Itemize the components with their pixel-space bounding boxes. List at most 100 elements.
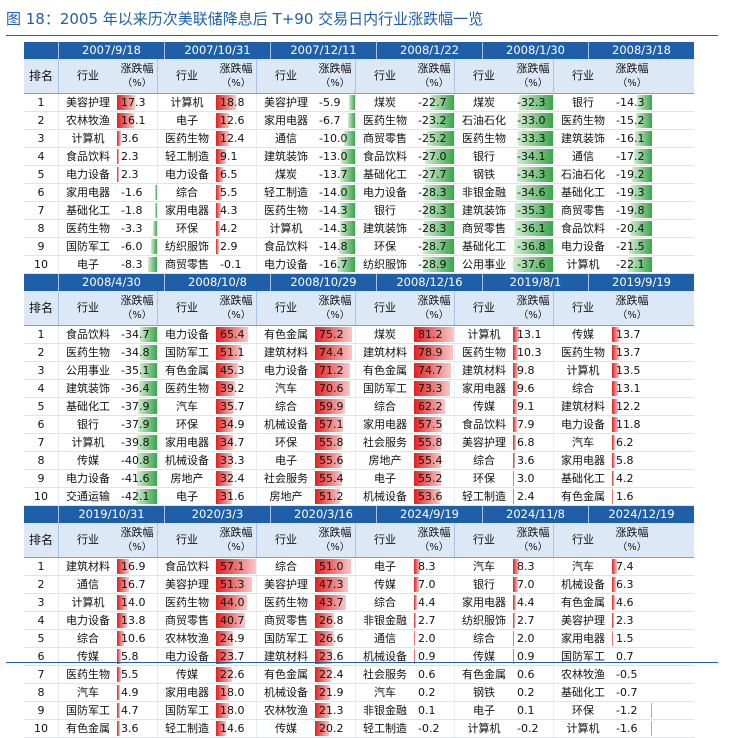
change-value: 18.0 (220, 702, 254, 719)
change-cell: 5.5 (216, 184, 256, 201)
change-cell: 4.7 (117, 702, 157, 719)
change-header: 涨跌幅（%） (612, 291, 652, 325)
rank-cell: 2 (24, 112, 58, 129)
industry-cell: 有色金属 (355, 362, 414, 379)
change-cell: 21.9 (315, 684, 355, 701)
change-cell: 10.3 (513, 344, 553, 361)
change-cell: 11.8 (612, 416, 652, 433)
change-value: 34.9 (220, 416, 254, 433)
industry-header: 行业 (58, 59, 117, 93)
change-cell: -42.1 (117, 488, 157, 505)
industry-cell: 电子 (355, 470, 414, 487)
change-value: 2.3 (121, 148, 155, 165)
change-bar (117, 685, 120, 700)
change-cell: -33.0 (513, 112, 553, 129)
change-bar (612, 471, 614, 486)
change-cell: 10.6 (117, 630, 157, 647)
industry-cell: 非银金融 (355, 612, 414, 629)
change-value: -34.1 (517, 148, 551, 165)
change-cell: 81.2 (414, 326, 454, 343)
industry-cell: 建筑装饰 (355, 220, 414, 237)
change-value: 32.4 (220, 470, 254, 487)
change-value: -15.2 (616, 112, 650, 129)
industry-cell: 通信 (553, 148, 612, 165)
change-cell: 6.3 (612, 576, 652, 593)
change-cell: 31.6 (216, 488, 256, 505)
change-value: -28.3 (418, 184, 452, 201)
industry-cell: 煤炭 (256, 166, 315, 183)
change-value: 6.2 (616, 434, 650, 451)
change-value: 51.3 (220, 576, 254, 593)
change-cell: 2.0 (414, 630, 454, 647)
change-value: -6.7 (319, 112, 353, 129)
change-cell: -6.0 (117, 238, 157, 255)
industry-cell: 电子 (256, 452, 315, 469)
change-cell: 4.4 (513, 594, 553, 611)
change-header-label: 涨跌幅 (418, 62, 451, 75)
change-cell: 4.2 (612, 470, 652, 487)
change-value: 18.0 (220, 684, 254, 701)
change-cell: 2.3 (612, 612, 652, 629)
industry-cell: 建筑装饰 (553, 130, 612, 147)
change-value: 26.8 (319, 612, 353, 629)
change-cell: 53.6 (414, 488, 454, 505)
change-value: 0.2 (517, 684, 551, 701)
industry-cell: 环保 (157, 220, 216, 237)
change-bar (513, 489, 514, 504)
change-value: -0.2 (418, 720, 452, 737)
change-value: -1.2 (616, 702, 650, 719)
change-value: 51.0 (319, 558, 353, 575)
industry-cell: 电子 (157, 112, 216, 129)
change-value: 57.1 (319, 416, 353, 433)
change-bar (117, 167, 119, 182)
industry-cell: 综合 (256, 558, 315, 575)
change-value: 2.7 (418, 612, 452, 629)
change-value: 10.6 (121, 630, 155, 647)
rank-cell: 8 (24, 684, 58, 701)
change-header-label: 涨跌幅 (616, 62, 649, 75)
change-value: -37.9 (121, 416, 155, 433)
change-value: -14.3 (319, 202, 353, 219)
industry-header: 行业 (355, 291, 414, 325)
industry-cell: 银行 (454, 148, 513, 165)
change-cell: -32.3 (513, 94, 553, 111)
change-value: 4.2 (220, 220, 254, 237)
change-cell: 18.0 (216, 702, 256, 719)
change-value: -14.3 (319, 220, 353, 237)
industry-cell: 石油石化 (553, 166, 612, 183)
change-cell: 4.4 (414, 594, 454, 611)
change-value: 1.6 (616, 488, 650, 505)
change-cell: -15.2 (612, 112, 652, 129)
change-cell: -27.7 (414, 166, 454, 183)
change-cell: -8.3 (117, 256, 157, 273)
change-cell: 14.0 (117, 594, 157, 611)
change-value: 70.6 (319, 380, 353, 397)
change-header: 涨跌幅（%） (612, 523, 652, 557)
change-cell: -1.6 (612, 720, 652, 737)
period-date: 2008/1/30 (482, 42, 588, 59)
change-value: 11.8 (616, 416, 650, 433)
change-header-unit: （%） (513, 308, 553, 323)
industry-cell: 机械设备 (256, 416, 315, 433)
change-header-label: 涨跌幅 (121, 526, 154, 539)
change-value: -34.7 (121, 326, 155, 343)
change-value: -0.2 (517, 720, 551, 737)
change-cell: 13.1 (612, 380, 652, 397)
change-bar (414, 595, 417, 610)
change-bar (651, 703, 652, 718)
industry-cell: 建筑装饰 (454, 202, 513, 219)
change-value: 0.2 (418, 684, 452, 701)
change-header: 涨跌幅（%） (216, 291, 256, 325)
rank-cell: 8 (24, 220, 58, 237)
change-cell: 4.9 (117, 684, 157, 701)
change-cell: 16.7 (117, 576, 157, 593)
change-bar (117, 703, 120, 718)
change-value: 74.7 (418, 362, 452, 379)
industry-cell: 医药生物 (58, 666, 117, 683)
rank-cell: 5 (24, 630, 58, 647)
